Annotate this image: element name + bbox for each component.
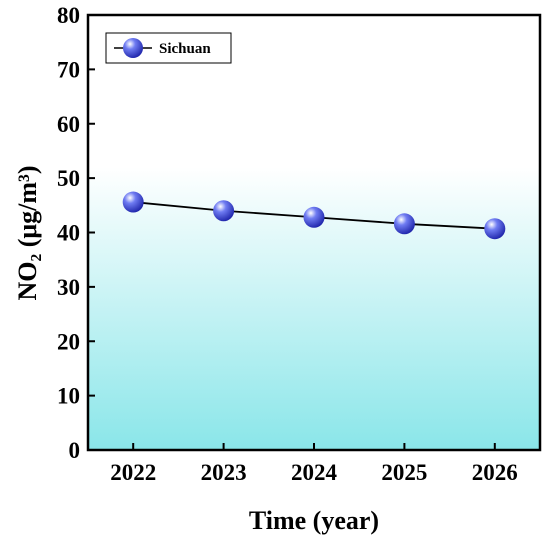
data-point — [213, 200, 235, 222]
series-layer — [122, 191, 506, 240]
y-tick-label: 20 — [57, 329, 80, 354]
x-axis-title: Time (year) — [249, 506, 379, 535]
y-tick-label: 0 — [69, 438, 81, 463]
x-tick-label: 2026 — [472, 460, 518, 485]
y-tick-label: 60 — [57, 112, 80, 137]
data-point — [484, 218, 506, 240]
x-tick-label: 2024 — [291, 460, 338, 485]
y-tick-label: 30 — [57, 275, 80, 300]
x-tick-label: 2023 — [201, 460, 247, 485]
y-axis-ticks: 0 10 20 30 40 50 60 70 80 — [57, 3, 95, 463]
y-tick-label: 50 — [57, 166, 80, 191]
x-tick-label: 2025 — [381, 460, 427, 485]
data-point — [303, 206, 325, 228]
y-axis-title: NO₂ (μg/m³) — [13, 165, 42, 300]
legend-box — [105, 32, 232, 64]
data-point — [393, 213, 415, 235]
legend-marker — [123, 38, 143, 58]
legend: Sichuan — [105, 32, 232, 64]
plot-background — [88, 15, 540, 450]
y-tick-label: 70 — [57, 57, 80, 82]
y-tick-label: 40 — [57, 221, 80, 246]
y-tick-label: 10 — [57, 384, 80, 409]
legend-label: Sichuan — [159, 41, 211, 57]
data-point — [122, 191, 144, 213]
x-tick-label: 2022 — [110, 460, 156, 485]
y-tick-label: 80 — [57, 3, 80, 28]
plot-frame — [86, 13, 542, 452]
